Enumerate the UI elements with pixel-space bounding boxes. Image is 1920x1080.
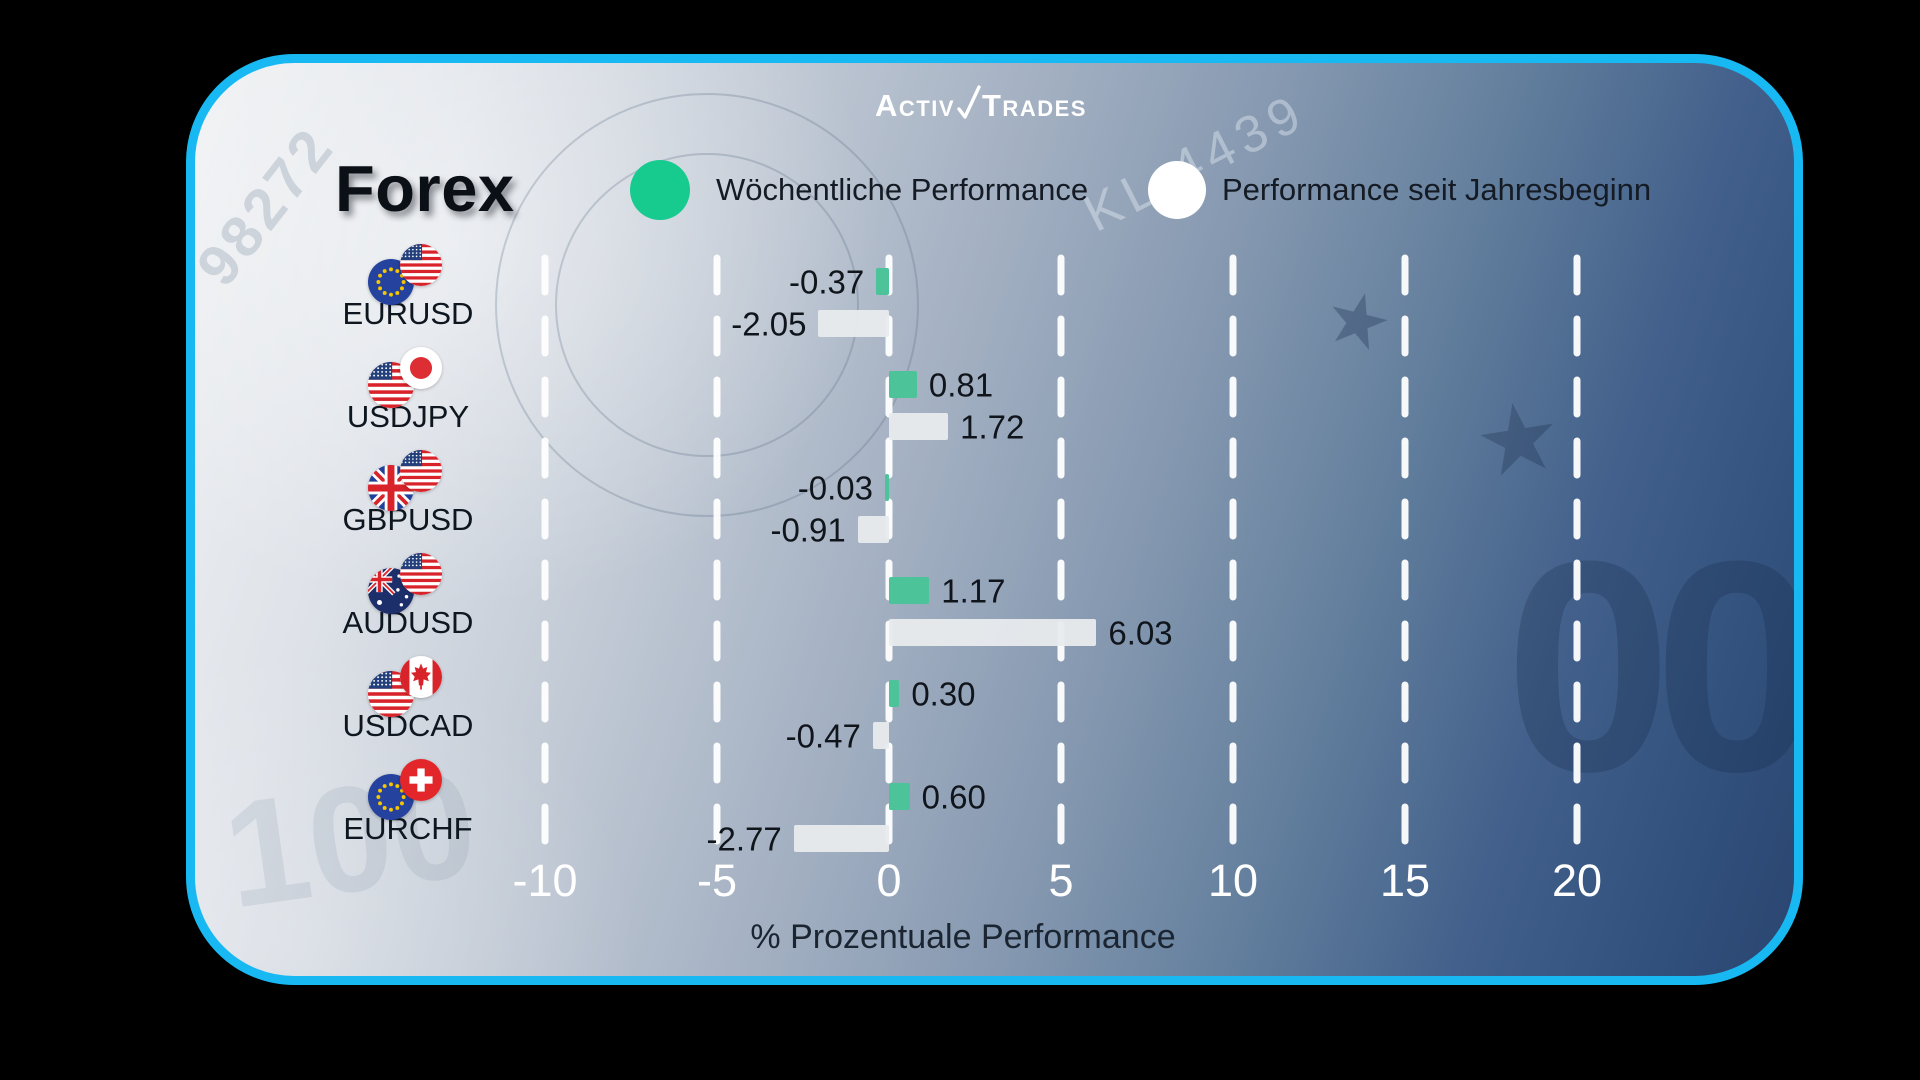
x-tick-20: 20 <box>1551 855 1603 906</box>
bar-ytd-audusd <box>889 619 1097 646</box>
bar-weekly-gbpusd <box>885 474 889 501</box>
value-weekly-eurusd: -0.37 <box>789 263 865 300</box>
x-tick-0: 0 <box>876 855 902 906</box>
brand-logo: Activ Trades <box>875 85 1087 127</box>
ytd-legend-label: Performance seit Jahresbeginn <box>1222 172 1652 207</box>
legend-item-ytd: Performance seit Jahresbeginn <box>1148 161 1651 219</box>
bar-ytd-usdcad <box>872 722 889 749</box>
bar-ytd-usdjpy <box>889 413 949 440</box>
us-flag-icon <box>400 244 442 286</box>
bar-weekly-audusd <box>889 577 930 604</box>
bar-weekly-usdcad <box>889 680 900 707</box>
us-flag-icon <box>400 450 442 492</box>
value-weekly-usdcad: 0.30 <box>911 675 976 712</box>
value-ytd-usdcad: -0.47 <box>785 717 861 754</box>
weekly-legend-dot-icon <box>630 160 690 220</box>
page-title: Forex <box>335 152 515 225</box>
x-tick-15: 15 <box>1379 855 1431 906</box>
x-tick-10: 10 <box>1207 855 1259 906</box>
pair-label-gbpusd: GBPUSD <box>342 502 474 537</box>
flag-pair-usdjpy <box>368 347 448 409</box>
weekly-legend-label: Wöchentliche Performance <box>716 172 1089 207</box>
bar-weekly-eurchf <box>889 783 910 810</box>
x-tick--5: -5 <box>696 855 738 906</box>
brand-part-trades: Trades <box>982 88 1087 123</box>
jp-flag-icon <box>400 347 442 389</box>
legend-item-weekly: Wöchentliche Performance <box>630 160 1088 220</box>
pair-label-eurchf: EURCHF <box>343 811 473 846</box>
value-ytd-audusd: 6.03 <box>1108 614 1173 651</box>
value-ytd-eurusd: -2.05 <box>731 305 807 342</box>
brand-part-activ: Activ <box>875 88 955 123</box>
pair-label-usdjpy: USDJPY <box>346 399 470 434</box>
brand-check-icon <box>957 85 981 119</box>
ytd-legend-dot-icon <box>1148 161 1206 219</box>
bar-weekly-usdjpy <box>889 371 917 398</box>
us-flag-icon <box>400 553 442 595</box>
value-weekly-usdjpy: 0.81 <box>928 366 994 403</box>
bar-ytd-gbpusd <box>857 516 889 543</box>
ca-flag-icon <box>400 656 442 698</box>
ch-flag-icon <box>400 759 442 801</box>
value-weekly-audusd: 1.17 <box>941 572 1006 609</box>
pair-label-eurusd: EURUSD <box>342 296 474 331</box>
flag-pair-eurusd <box>368 244 448 306</box>
value-ytd-usdjpy: 1.72 <box>960 408 1025 445</box>
value-ytd-eurchf: -2.77 <box>706 820 782 857</box>
x-axis-label: % Prozentuale Performance <box>750 918 1176 956</box>
flag-pair-audusd <box>368 553 448 615</box>
pair-label-audusd: AUDUSD <box>342 605 474 640</box>
flag-pair-gbpusd <box>368 450 448 512</box>
bar-ytd-eurchf <box>793 825 889 852</box>
value-ytd-gbpusd: -0.91 <box>770 511 846 548</box>
flag-pair-eurchf <box>368 759 448 821</box>
bar-weekly-eurusd <box>876 268 889 295</box>
value-weekly-eurchf: 0.60 <box>921 778 986 815</box>
bar-chart: -10 -5 0 5 10 15 20 EURUSD -0.37 -2.05 USDJPY 0.81 1… <box>195 63 1794 976</box>
x-tick--10: -10 <box>512 855 578 906</box>
pair-label-usdcad: USDCAD <box>342 708 474 743</box>
card-frame: KL 4439 98272 ★ ★ 100 00 Activ Trades Fo… <box>186 54 1803 985</box>
value-weekly-gbpusd: -0.03 <box>797 469 873 506</box>
x-tick-5: 5 <box>1048 855 1074 906</box>
bar-ytd-eurusd <box>818 310 889 337</box>
flag-pair-usdcad <box>368 656 448 718</box>
